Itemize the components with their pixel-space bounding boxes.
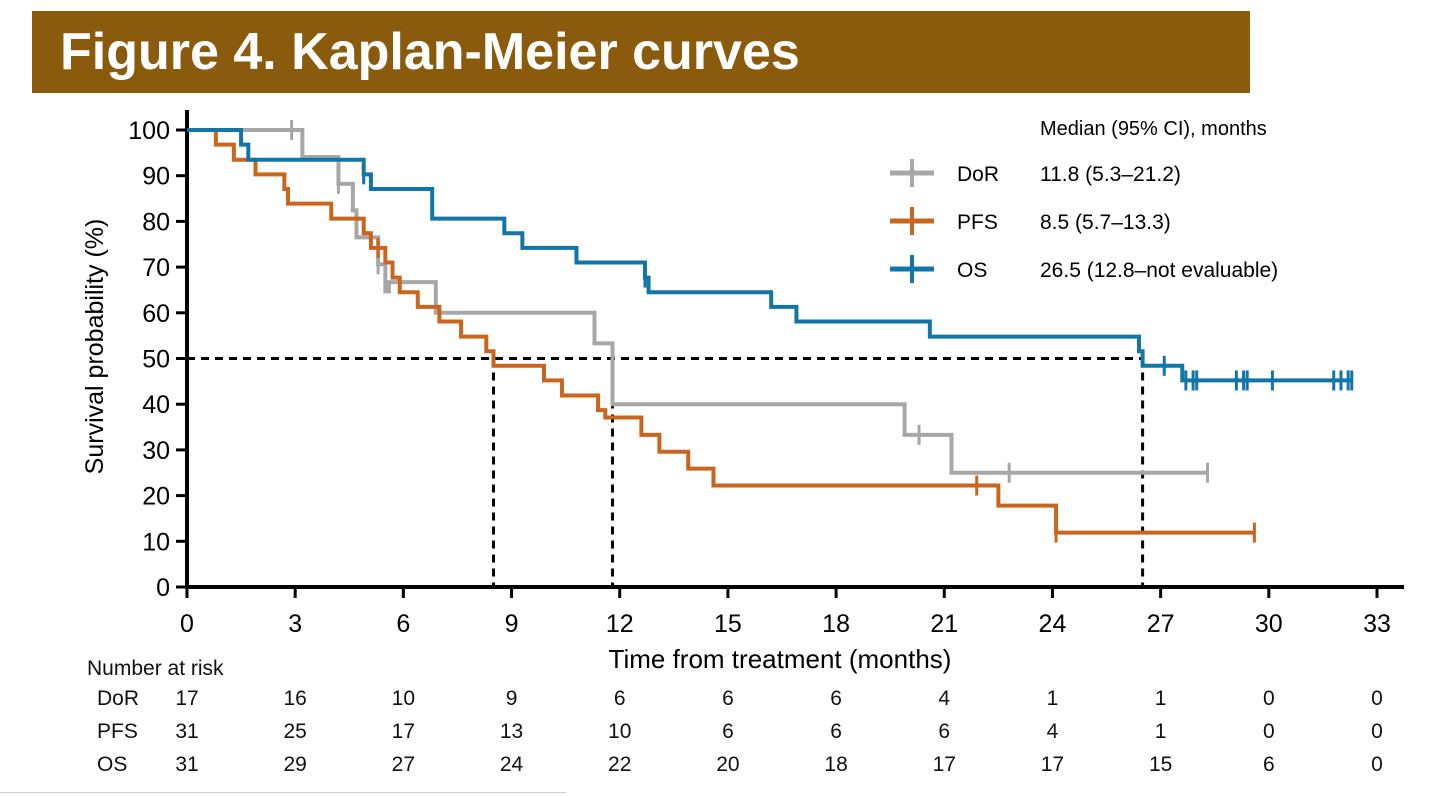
risk-cell: 6 <box>722 720 734 743</box>
x-tick-label: 30 <box>1255 610 1283 638</box>
y-tick-label: 60 <box>142 300 170 328</box>
risk-cell: 9 <box>505 687 518 710</box>
figure-title: Figure 4. Kaplan-Meier curves <box>60 23 800 81</box>
risk-cell: 17 <box>932 753 956 776</box>
risk-cell: 15 <box>1148 753 1173 776</box>
y-tick-label: 40 <box>142 391 170 419</box>
x-tick-label: 33 <box>1363 610 1391 638</box>
risk-cell: 18 <box>824 753 848 776</box>
y-tick-label: 80 <box>142 208 170 236</box>
risk-cell: 6 <box>1262 753 1275 776</box>
curve-dor <box>187 128 1208 475</box>
x-tick-label: 6 <box>396 610 410 638</box>
risk-cell: 6 <box>722 687 734 710</box>
risk-cell: 6 <box>830 687 842 710</box>
y-tick-label: 20 <box>142 483 170 511</box>
y-tick-label: 0 <box>156 574 170 602</box>
risk-cell: 1 <box>1046 687 1059 710</box>
y-tick-label: 30 <box>142 437 170 465</box>
risk-cell: 22 <box>608 753 632 776</box>
x-tick-label: 27 <box>1147 610 1175 638</box>
risk-cell: 17 <box>1040 753 1065 776</box>
risk-table-heading: Number at risk <box>87 657 224 680</box>
x-tick-label: 9 <box>505 610 519 638</box>
x-axis-label: Time from treatment (months) <box>609 644 952 674</box>
curve-pfs <box>187 128 1255 535</box>
legend-median-dor: 11.8 (5.3–21.2) <box>1040 163 1181 186</box>
risk-cell: 0 <box>1371 687 1383 710</box>
legend-median-pfs: 8.5 (5.7–13.3) <box>1040 211 1171 234</box>
risk-cell: 10 <box>608 720 632 743</box>
x-tick-label: 3 <box>288 610 302 638</box>
risk-cell: 31 <box>175 753 199 776</box>
risk-cell: 6 <box>938 720 951 743</box>
risk-cell: 0 <box>1262 687 1275 710</box>
x-tick-label: 12 <box>606 610 634 638</box>
risk-cell: 10 <box>391 687 416 710</box>
risk-cell: 6 <box>613 687 626 710</box>
risk-cell: 4 <box>938 687 951 710</box>
risk-row-os: OS 31 29 27 24 22 20 18 17 17 15 6 0 <box>0 753 1440 783</box>
y-tick-label: 50 <box>142 346 170 374</box>
risk-cell: 0 <box>1371 720 1383 743</box>
y-tick-label: 10 <box>142 528 170 556</box>
y-axis-label: Survival probability (%) <box>81 219 109 475</box>
risk-cell: 29 <box>283 753 307 776</box>
risk-row-label: OS <box>97 753 128 776</box>
y-tick-label: 90 <box>142 163 170 191</box>
legend-name-dor: DoR <box>957 163 999 186</box>
legend-name-os: OS <box>957 259 987 282</box>
x-tick-label: 15 <box>714 610 742 638</box>
risk-cell: 1 <box>1154 720 1167 743</box>
risk-cell: 0 <box>1371 753 1383 776</box>
y-tick-label: 70 <box>142 254 170 282</box>
y-tick-label: 100 <box>128 117 170 145</box>
risk-cell: 4 <box>1046 720 1059 743</box>
bottom-rule <box>0 792 566 793</box>
legend-header: Median (95% CI), months <box>1040 118 1267 140</box>
risk-cell: 20 <box>716 753 740 776</box>
risk-cell: 17 <box>175 687 199 710</box>
x-tick-label: 21 <box>930 610 958 638</box>
risk-cell: 17 <box>391 720 416 743</box>
x-tick-label: 0 <box>180 610 194 638</box>
risk-cell: 16 <box>283 687 307 710</box>
risk-cell: 25 <box>283 720 307 743</box>
x-tick-label: 18 <box>822 610 850 638</box>
risk-row-dor: DoR 17 16 10 9 6 6 6 4 1 1 0 0 <box>0 687 1440 717</box>
risk-row-label: PFS <box>97 720 138 743</box>
risk-cell: 13 <box>499 720 524 743</box>
x-tick-label: 24 <box>1039 610 1067 638</box>
risk-cell: 27 <box>391 753 416 776</box>
risk-cell: 6 <box>830 720 842 743</box>
risk-cell: 24 <box>499 753 524 776</box>
legend-name-pfs: PFS <box>957 211 998 234</box>
risk-row-pfs: PFS 31 25 17 13 10 6 6 6 4 1 0 0 <box>0 720 1440 750</box>
legend-median-os: 26.5 (12.8–not evaluable) <box>1040 259 1278 282</box>
risk-cell: 1 <box>1154 687 1167 710</box>
risk-cell: 31 <box>175 720 199 743</box>
risk-row-label: DoR <box>97 687 140 710</box>
title-banner: Figure 4. Kaplan-Meier curves <box>32 11 1250 93</box>
risk-cell: 0 <box>1262 720 1275 743</box>
